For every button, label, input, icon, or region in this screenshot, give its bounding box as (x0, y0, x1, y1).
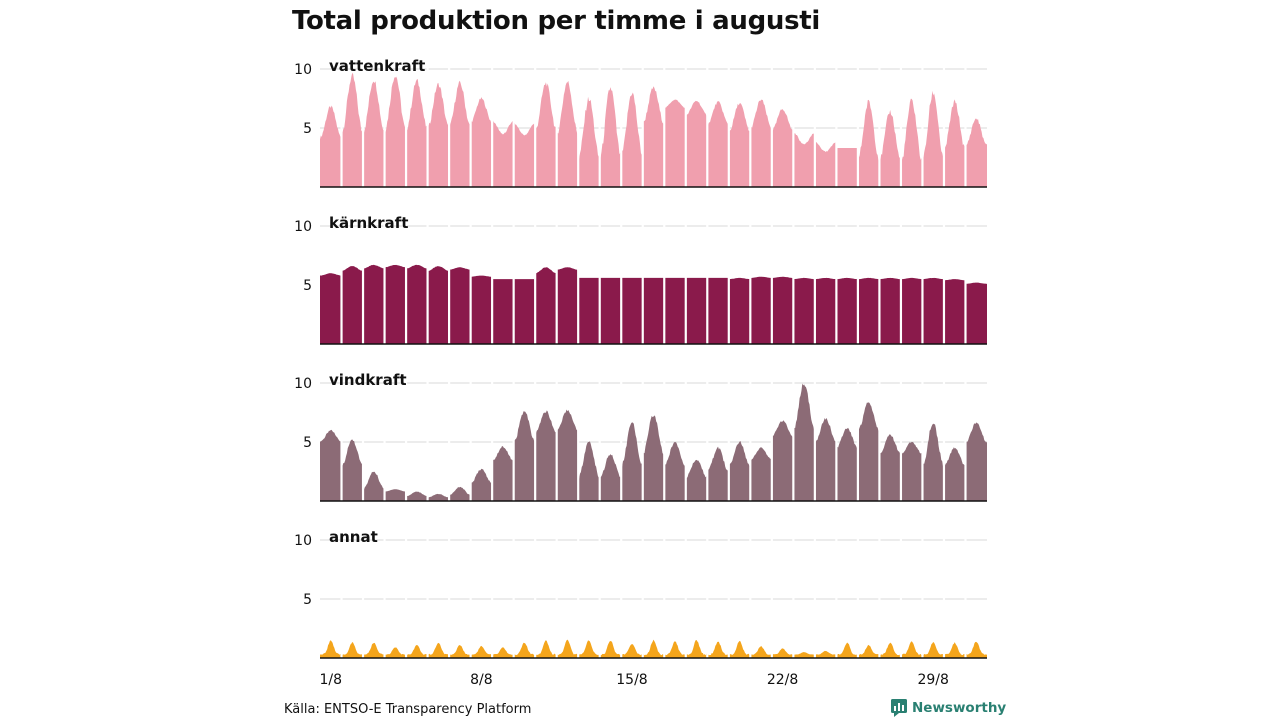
source-caption: Källa: ENTSO-E Transparency Platform (284, 702, 532, 717)
y-tick-label: 10 (294, 533, 312, 549)
y-tick-label: 5 (303, 121, 312, 137)
chart-title: Total produktion per timme i augusti (292, 6, 821, 36)
panel-label-vattenkraft: vattenkraft (329, 57, 425, 75)
y-tick-label: 10 (294, 62, 312, 78)
x-tick-label: 8/8 (470, 672, 493, 688)
y-tick-label: 5 (303, 592, 312, 608)
panel-label-kärnkraft: kärnkraft (329, 214, 408, 232)
newsworthy-logo-icon (891, 699, 907, 717)
x-tick-label: 29/8 (917, 672, 948, 688)
brand-logo: Newsworthy (891, 699, 1006, 717)
brand-name: Newsworthy (912, 700, 1007, 716)
y-tick-label: 5 (303, 435, 312, 451)
area-vattenkraft (320, 72, 987, 187)
x-tick-label: 15/8 (616, 672, 647, 688)
area-kärnkraft (320, 264, 987, 344)
panel-label-vindkraft: vindkraft (329, 371, 407, 389)
y-tick-label: 10 (294, 219, 312, 235)
x-tick-label: 1/8 (319, 672, 342, 688)
area-annat (320, 639, 987, 658)
panel-label-annat: annat (329, 528, 378, 546)
y-tick-label: 5 (303, 278, 312, 294)
x-tick-label: 22/8 (767, 672, 798, 688)
y-tick-label: 10 (294, 376, 312, 392)
area-vindkraft (320, 383, 987, 501)
